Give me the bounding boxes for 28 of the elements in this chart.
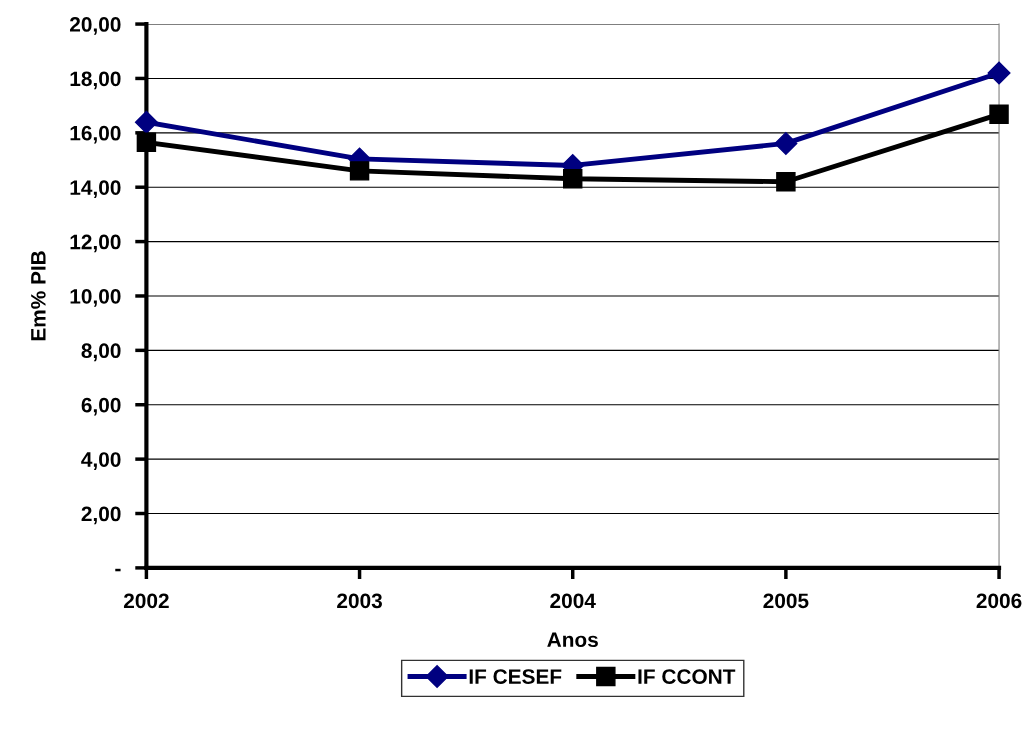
- x-axis-title: Anos: [547, 632, 598, 648]
- x-tick-label: 2003: [337, 593, 382, 609]
- y-tick-label: -: [115, 568, 121, 572]
- point: [349, 161, 370, 181]
- x-tick-label: 2005: [763, 593, 809, 609]
- point: [134, 110, 158, 134]
- point: [562, 169, 583, 189]
- point: [776, 172, 796, 192]
- y-tick-label: 14,00: [70, 180, 121, 198]
- y-tick-label: 16,00: [70, 125, 121, 144]
- x-tick-label: 2002: [123, 593, 169, 609]
- y-tick-label: 12,00: [70, 234, 121, 253]
- legend-label: IF CESEF: [469, 669, 562, 684]
- point: [136, 132, 157, 153]
- x-tick-label: 2006: [976, 593, 1022, 609]
- y-tick-label: 18,00: [70, 71, 121, 90]
- y-axis-title: Em% PIB: [31, 251, 46, 341]
- point: [774, 131, 798, 155]
- y-tick-label: 8,00: [81, 343, 121, 362]
- point: [987, 61, 1011, 85]
- y-tick-label: 10,00: [70, 288, 121, 307]
- legend-label: IF CCONT: [638, 669, 736, 684]
- x-tick-label: 2004: [550, 593, 596, 609]
- y-tick-label: 6,00: [81, 397, 121, 416]
- y-tick-label: 20,00: [70, 17, 121, 35]
- y-tick-label: 2,00: [81, 506, 121, 525]
- point: [989, 104, 1009, 125]
- y-tick-label: 4,00: [81, 452, 121, 470]
